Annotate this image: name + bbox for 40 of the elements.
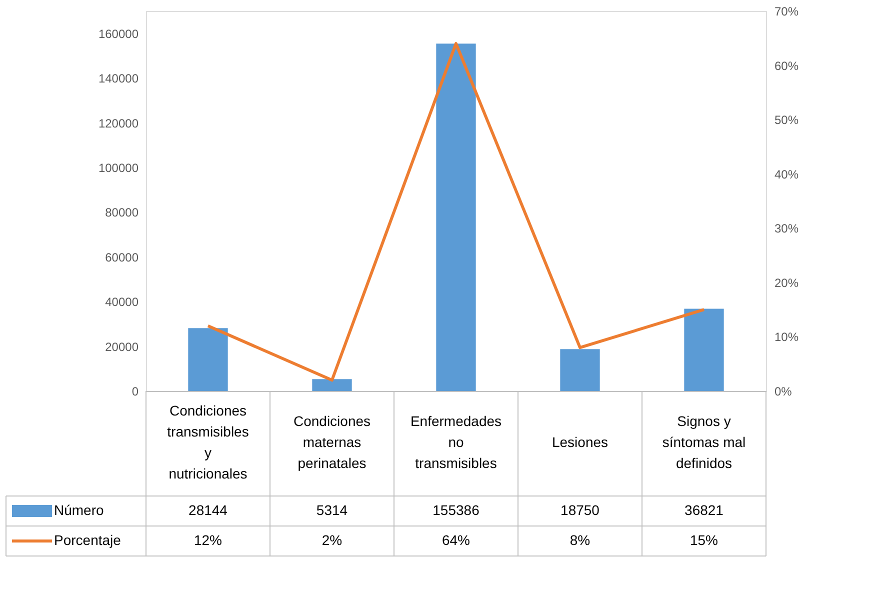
data-label: 36821 [684, 502, 724, 518]
x-tick-label: Lesiones [552, 434, 608, 450]
y-tick-label: 120000 [98, 116, 139, 130]
y-tick-label: 0 [132, 384, 139, 398]
y2-tick-label: 40% [774, 167, 799, 182]
data-label: 2% [322, 532, 342, 548]
legend-label: Porcentaje [54, 532, 122, 548]
y-tick-label: 140000 [98, 72, 139, 86]
data-label: 64% [442, 532, 470, 548]
y2-tick-label: 70% [774, 4, 799, 18]
y-tick-label: 60000 [105, 250, 139, 264]
y2-tick-label: 10% [774, 330, 799, 344]
data-label: 8% [570, 532, 590, 548]
data-label: 28144 [188, 502, 228, 518]
bar [188, 328, 228, 391]
x-tick-label: Condiciones maternas perinatales [293, 413, 371, 471]
legend-label: Número [54, 502, 104, 518]
data-label: 15% [690, 532, 718, 548]
line-series [206, 42, 706, 382]
y2-tick-label: 50% [774, 113, 799, 128]
data-label: 12% [194, 532, 222, 548]
y-tick-label: 160000 [98, 26, 139, 41]
bar [560, 349, 600, 391]
y-tick-label: 40000 [105, 295, 139, 310]
y2-tick-label: 30% [774, 222, 799, 236]
data-label: 18750 [560, 502, 600, 518]
y2-tick-label: 20% [774, 276, 799, 290]
y-tick-label: 80000 [105, 206, 139, 220]
x-tick-label: Enfermedades no transmisibles [410, 413, 502, 471]
y2-tick-label: 60% [774, 58, 799, 73]
y2-tick-label: 0% [774, 384, 792, 398]
x-tick-label: Signos y síntomas mal definidos [662, 413, 746, 471]
bar [312, 379, 352, 391]
y-tick-label: 100000 [98, 160, 139, 175]
bar [684, 308, 724, 391]
y-tick-label: 20000 [105, 340, 139, 354]
data-label: 155386 [432, 502, 480, 518]
data-label: 5314 [316, 502, 348, 518]
x-tick-label: Condiciones transmisibles y nutricionales [167, 402, 249, 482]
bar [436, 44, 476, 391]
